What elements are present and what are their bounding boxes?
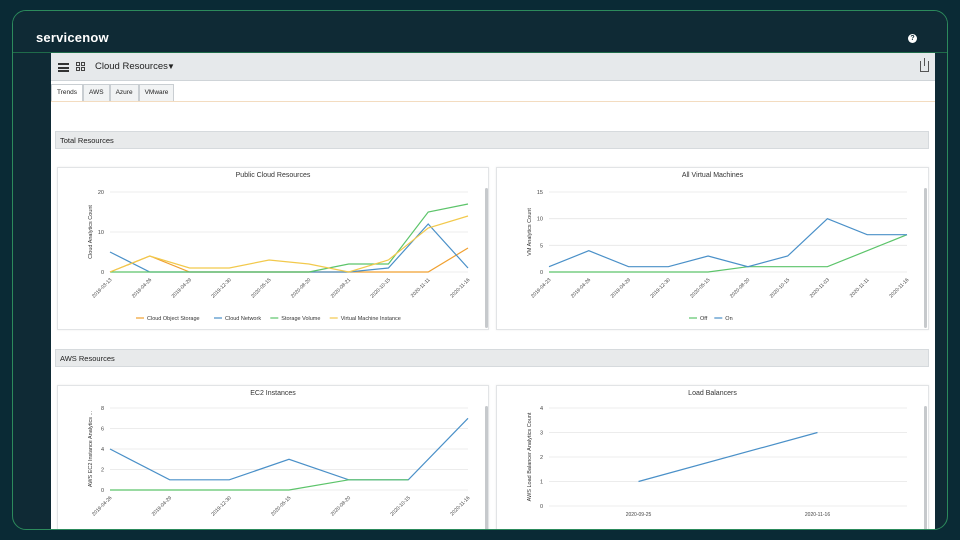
section-aws-resources[interactable]: AWS Resources	[55, 349, 929, 367]
x-tick-label: 2020-11-11	[410, 277, 432, 299]
legend-label: On	[725, 316, 732, 322]
scrollbar[interactable]	[924, 406, 927, 529]
x-tick-label: 2020-05-15	[689, 277, 711, 299]
x-tick-label: 2020-10-15	[370, 277, 392, 299]
top-navigation-bar: servicenow ?	[13, 11, 947, 53]
y-tick-label: 0	[101, 488, 104, 494]
tab-aws[interactable]: AWS	[83, 84, 110, 101]
legend-label: Cloud Object Storage	[147, 316, 200, 322]
y-tick-label: 20	[98, 190, 104, 196]
x-tick-label: 2020-11-16	[805, 512, 830, 518]
y-tick-label: 10	[537, 217, 543, 223]
series-line	[638, 431, 818, 483]
x-tick-label: 2020-08-21	[330, 277, 352, 299]
chart-title: Load Balancers	[688, 390, 737, 397]
chart-all-virtual-machines: 0 5 10 15 VM Analytics Count 2019-04-23 2019-0…	[527, 190, 911, 322]
tab-bar: Trends AWS Azure VMware	[51, 84, 175, 102]
window-frame: servicenow ? Cloud Resources ▼ Trends AW…	[12, 10, 948, 530]
x-tick-label: 2020-09-25	[626, 512, 652, 518]
chart-load-balancers: 0 1 2 3 4 AWS Load Balancer Analytics Count 20…	[527, 406, 907, 518]
y-tick-label: 10	[98, 230, 104, 236]
dashboard-header: Cloud Resources ▼	[51, 53, 935, 81]
x-tick-label: 2020-11-16	[888, 277, 910, 299]
legend-label: Off	[700, 316, 708, 322]
x-tick-label: 2019-12-30	[210, 495, 232, 517]
series-line	[109, 223, 469, 273]
card-load-balancers: Load Balancers 0 1 2 3 4 AWS Load Balancer An…	[496, 385, 929, 529]
legend-label: Virtual Machine Instance	[341, 316, 401, 322]
servicenow-logo[interactable]: servicenow	[36, 30, 109, 45]
x-tick-label: 2020-05-15	[270, 495, 292, 517]
y-tick-label: 0	[540, 504, 543, 510]
series-line	[110, 203, 469, 273]
x-tick-label: 2019-04-26	[131, 277, 153, 299]
tab-trends[interactable]: Trends	[51, 84, 83, 101]
y-tick-label: 6	[101, 427, 104, 433]
card-ec2-instances: EC2 Instances 0 2 4 6 8 AWS EC2 Instance Anal…	[57, 385, 489, 529]
x-tick-label: 2020-11-03	[809, 277, 831, 299]
legend-label: Cloud Network	[225, 316, 261, 322]
y-axis-label: VM Analytics Count	[527, 208, 533, 256]
y-tick-label: 8	[101, 406, 104, 412]
chart-title: All Virtual Machines	[681, 172, 744, 179]
x-tick-label: 2020-11-16	[449, 495, 471, 517]
y-tick-label: 4	[540, 406, 543, 412]
caret-down-icon[interactable]: ▼	[167, 62, 175, 71]
x-tick-label: 2020-08-20	[729, 277, 751, 299]
x-tick-label: 2019-04-29	[171, 277, 193, 299]
series-line	[110, 479, 409, 491]
x-tick-label: 2020-10-15	[389, 495, 411, 517]
chart-title: EC2 Instances	[250, 390, 296, 397]
help-icon[interactable]: ?	[908, 34, 917, 43]
x-tick-label: 2020-10-15	[769, 277, 791, 299]
x-tick-label: 2019-12-30	[649, 277, 671, 299]
y-axis-label: AWS Load Balancer Analytics Count	[527, 412, 533, 501]
share-icon[interactable]	[920, 58, 929, 72]
y-tick-label: 4	[101, 447, 104, 453]
y-tick-label: 15	[537, 190, 543, 196]
chart-title: Public Cloud Resources	[235, 172, 311, 179]
tab-vmware[interactable]: VMware	[138, 84, 175, 101]
x-tick-label: 2019-04-29	[151, 495, 173, 517]
x-tick-label: 2020-11-11	[849, 277, 871, 299]
x-tick-label: 2020-05-15	[250, 277, 272, 299]
x-tick-label: 2019-04-29	[610, 277, 632, 299]
tab-underline	[51, 101, 935, 102]
x-tick-label: 2020-08-20	[330, 495, 352, 517]
dashboard-title[interactable]: Cloud Resources	[95, 61, 168, 72]
section-total-resources[interactable]: Total Resources	[55, 131, 929, 149]
x-tick-label: 2019-04-23	[530, 277, 552, 299]
workspace: Cloud Resources ▼ Trends AWS Azure VMwar…	[51, 53, 935, 529]
y-tick-label: 2	[540, 455, 543, 461]
x-tick-label: 2019-12-30	[210, 277, 232, 299]
series-line	[109, 215, 469, 273]
x-tick-label: 2019-03-13	[91, 277, 113, 299]
chart-public-cloud-resources: 0 10 20 Cloud Analytics Count 2019-03-13 2019…	[88, 190, 472, 322]
hamburger-icon[interactable]	[58, 63, 69, 72]
card-all-virtual-machines: All Virtual Machines 0 5 10 15 VM Analytics …	[496, 167, 929, 330]
y-tick-label: 1	[540, 480, 543, 486]
y-axis-label: AWS EC2 Instance Analytics ...	[88, 410, 94, 487]
series-line	[548, 218, 907, 268]
x-tick-label: 2020-11-16	[449, 277, 471, 299]
y-tick-label: 0	[101, 270, 104, 276]
chart-ec2-instances: 0 2 4 6 8 AWS EC2 Instance Analytics ... 2019-…	[88, 406, 472, 518]
grid-icon[interactable]	[76, 62, 86, 72]
y-axis-label: Cloud Analytics Count	[88, 205, 94, 259]
x-tick-label: 2019-04-26	[91, 495, 113, 517]
y-tick-label: 5	[540, 243, 543, 249]
x-tick-label: 2020-08-20	[290, 277, 312, 299]
y-tick-label: 3	[540, 431, 543, 437]
scrollbar[interactable]	[924, 188, 927, 328]
tab-azure[interactable]: Azure	[109, 84, 139, 101]
y-tick-label: 2	[101, 468, 104, 474]
card-public-cloud-resources: Public Cloud Resources 0 10 20 Cloud Analyt…	[57, 167, 489, 330]
x-tick-label: 2019-04-26	[570, 277, 592, 299]
scrollbar[interactable]	[485, 406, 488, 529]
series-line	[549, 234, 908, 273]
y-tick-label: 0	[540, 270, 543, 276]
scrollbar[interactable]	[485, 188, 488, 328]
legend-label: Storage Volume	[281, 316, 320, 322]
